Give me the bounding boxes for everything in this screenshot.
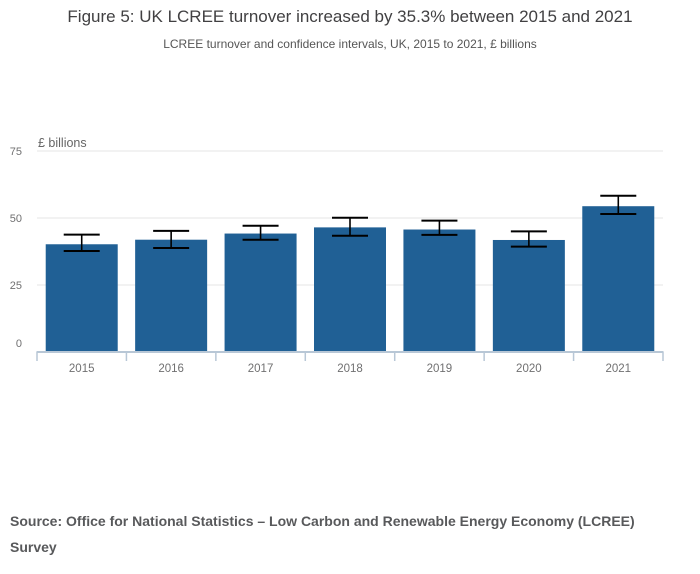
x-tick-label-2019: 2019 [427, 363, 453, 375]
bar-2018 [314, 227, 386, 352]
y-tick-label-25: 25 [10, 280, 22, 292]
bar-2021 [582, 206, 655, 352]
x-tick-label-2021: 2021 [605, 363, 631, 375]
bar-2015 [45, 244, 118, 352]
y-axis-unit-label: £ billions [38, 136, 87, 150]
bar-2019 [403, 229, 476, 352]
bar-2016 [135, 239, 208, 352]
y-tick-label-75: 75 [10, 146, 22, 158]
bar-2020 [492, 239, 565, 352]
x-tick-label-2018: 2018 [337, 363, 363, 375]
x-tick-label-2015: 2015 [69, 363, 95, 375]
y-tick-label-0: 0 [16, 338, 22, 350]
chart-subtitle: LCREE turnover and confidence intervals,… [163, 37, 537, 51]
bar-chart: 0 25 50 75 £ billions 2015 2016 2017 2018 2019 202… [10, 136, 664, 375]
x-tick-label-2016: 2016 [158, 363, 184, 375]
x-tick-label-2020: 2020 [516, 363, 542, 375]
y-tick-label-50: 50 [10, 213, 22, 225]
source-note: Source: Office for National Statistics –… [10, 513, 635, 555]
bar-2017 [224, 233, 297, 352]
x-tick-label-2017: 2017 [248, 363, 274, 375]
chart-title: Figure 5: UK LCREE turnover increased by… [67, 7, 633, 26]
